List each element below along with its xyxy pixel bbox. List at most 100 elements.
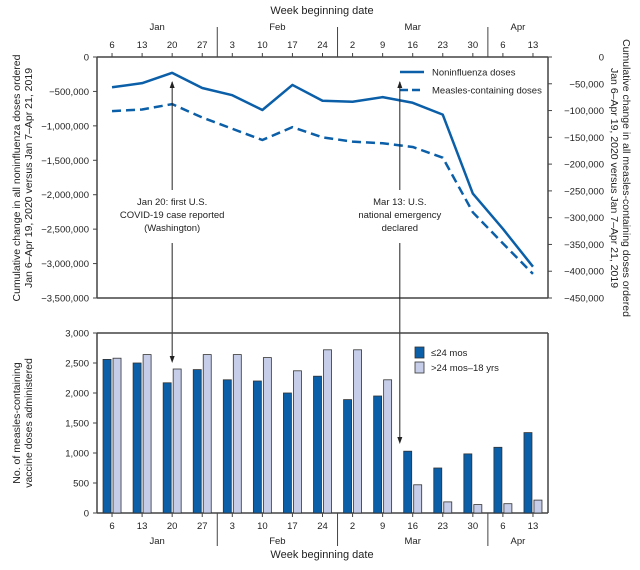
arrowhead-icon	[170, 81, 175, 88]
bottom-week-label: 2	[350, 521, 355, 532]
arrowhead-icon	[170, 356, 175, 363]
bottom-week-label: 30	[468, 521, 479, 532]
left-y-tick-label: −1,000,000	[41, 121, 89, 132]
bar-over-24mos	[504, 504, 512, 513]
top-week-label: 24	[317, 40, 328, 51]
left-y-tick-label: −2,000,000	[41, 190, 89, 201]
bar-over-24mos	[143, 355, 151, 513]
bar-under-24mos	[314, 376, 322, 513]
right-y-tick-label: −350,000	[564, 240, 604, 251]
top-month-label: Jan	[149, 22, 164, 33]
right-y-axis-title: Cumulative change in all measles-contain…	[608, 39, 632, 317]
bar-y-tick-label: 0	[84, 509, 89, 520]
bar-over-24mos	[263, 358, 271, 513]
bar-under-24mos	[223, 380, 231, 513]
bar-under-24mos	[193, 370, 201, 513]
left-y-tick-label: −500,000	[49, 87, 89, 98]
top-week-label: 16	[407, 40, 418, 51]
right-y-tick-label: −400,000	[564, 267, 604, 278]
annotation-text: national emergency	[358, 210, 441, 221]
legend-swatch	[415, 362, 424, 373]
bottom-week-label: 23	[437, 521, 448, 532]
top-week-label: 23	[437, 40, 448, 51]
bar-over-24mos	[324, 350, 332, 513]
bar-under-24mos	[494, 447, 502, 513]
annotation-text: declared	[382, 223, 418, 234]
bar-under-24mos	[434, 468, 442, 513]
top-week-label: 30	[468, 40, 479, 51]
bottom-x-axis-title: Week beginning date	[270, 549, 373, 561]
bottom-week-label: 6	[500, 521, 505, 532]
left-y-tick-label: −2,500,000	[41, 225, 89, 236]
bar-y-tick-label: 3,000	[65, 329, 89, 340]
legend-label: ≤24 mos	[431, 348, 468, 359]
bottom-week-label: 6	[109, 521, 114, 532]
series-line-noninfluenza	[112, 73, 533, 267]
bar-y-tick-label: 1,500	[65, 419, 89, 430]
legend-label: Noninfluenza doses	[432, 68, 516, 79]
top-week-label: 6	[109, 40, 114, 51]
bar-over-24mos	[444, 502, 452, 513]
bar-over-24mos	[474, 505, 482, 513]
bottom-week-label: 24	[317, 521, 328, 532]
legend-label: Measles-containing doses	[432, 86, 542, 97]
arrowhead-icon	[397, 437, 402, 444]
top-week-label: 27	[197, 40, 208, 51]
bar-over-24mos	[173, 369, 181, 513]
bottom-week-label: 27	[197, 521, 208, 532]
bottom-month-label: Feb	[269, 536, 285, 547]
top-week-label: 9	[380, 40, 385, 51]
left-y-tick-label: −3,500,000	[41, 294, 89, 305]
right-y-tick-label: −450,000	[564, 294, 604, 305]
right-y-tick-label: −50,000	[569, 79, 604, 90]
annotation-text: Jan 20: first U.S.	[137, 197, 207, 208]
top-week-label: 3	[230, 40, 235, 51]
bottom-week-label: 3	[230, 521, 235, 532]
right-y-tick-label: −200,000	[564, 160, 604, 171]
left-y-tick-label: −3,000,000	[41, 259, 89, 270]
left-y-tick-label: 0	[84, 53, 89, 64]
bar-over-24mos	[384, 380, 392, 513]
bar-over-24mos	[354, 350, 362, 513]
left-y-axis-title: Cumulative change in all noninfluenza do…	[11, 54, 35, 301]
bottom-week-label: 9	[380, 521, 385, 532]
bar-over-24mos	[293, 371, 301, 513]
bar-under-24mos	[133, 363, 141, 513]
right-y-tick-label: 0	[599, 53, 604, 64]
legend-label: >24 mos–18 yrs	[431, 363, 499, 374]
bar-under-24mos	[344, 400, 352, 513]
bar-under-24mos	[253, 381, 261, 513]
top-week-label: 13	[528, 40, 539, 51]
top-week-label: 6	[500, 40, 505, 51]
top-month-label: Feb	[269, 22, 285, 33]
top-week-label: 13	[137, 40, 148, 51]
bar-over-24mos	[113, 358, 121, 513]
left-y-tick-label: −1,500,000	[41, 156, 89, 167]
bottom-week-label: 13	[528, 521, 539, 532]
right-y-tick-label: −250,000	[564, 186, 604, 197]
legend-swatch	[415, 347, 424, 358]
bar-under-24mos	[283, 393, 291, 513]
top-week-label: 17	[287, 40, 298, 51]
annotation-text: (Washington)	[144, 223, 200, 234]
bar-under-24mos	[404, 451, 412, 513]
bar-under-24mos	[464, 454, 472, 513]
bottom-week-label: 20	[167, 521, 178, 532]
bar-y-tick-label: 500	[73, 479, 89, 490]
bottom-week-label: 13	[137, 521, 148, 532]
top-week-label: 10	[257, 40, 268, 51]
bottom-week-label: 16	[407, 521, 418, 532]
right-y-tick-label: −150,000	[564, 133, 604, 144]
top-month-label: Apr	[511, 22, 526, 33]
bar-under-24mos	[103, 359, 111, 513]
right-y-tick-label: −100,000	[564, 106, 604, 117]
top-week-label: 2	[350, 40, 355, 51]
bottom-week-label: 17	[287, 521, 298, 532]
annotation-text: COVID-19 case reported	[120, 210, 225, 221]
bar-over-24mos	[203, 355, 211, 513]
annotation-text: Mar 13: U.S.	[373, 197, 426, 208]
bar-y-tick-label: 2,000	[65, 389, 89, 400]
bar-over-24mos	[414, 485, 422, 513]
bar-over-24mos	[233, 355, 241, 513]
